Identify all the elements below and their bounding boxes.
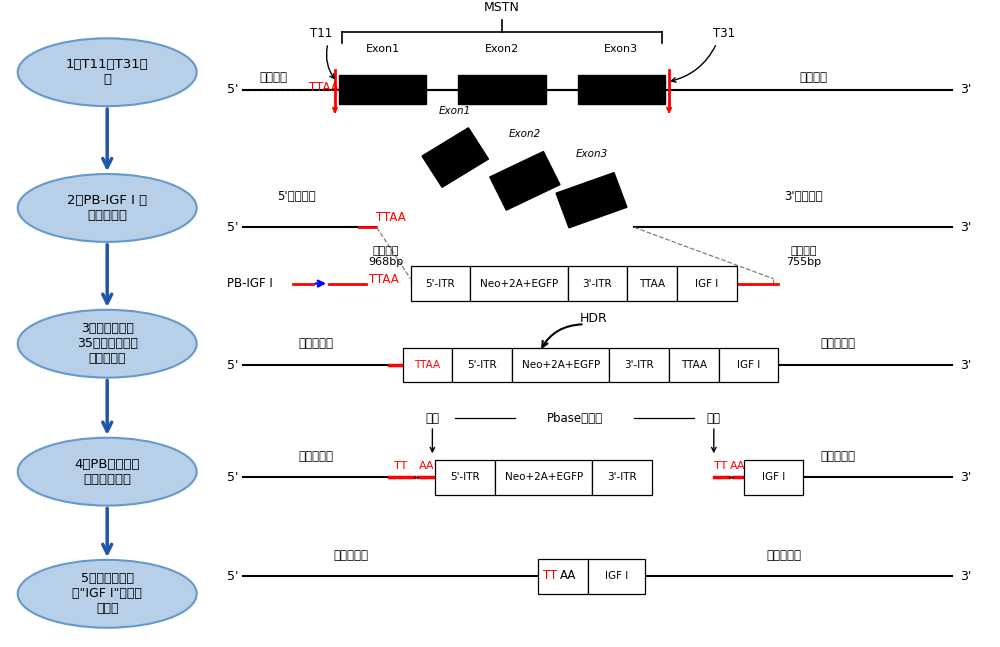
Bar <box>490 151 560 210</box>
Text: TT: TT <box>714 461 727 471</box>
Text: 左侧同源臂: 左侧同源臂 <box>333 549 368 562</box>
FancyBboxPatch shape <box>744 460 803 495</box>
FancyBboxPatch shape <box>627 266 677 301</box>
Text: 切割: 切割 <box>707 412 721 425</box>
Text: 左同源臂
968bp: 左同源臂 968bp <box>368 246 403 267</box>
Text: Exon3: Exon3 <box>575 149 608 159</box>
Text: 右同源臂
755bp: 右同源臂 755bp <box>786 246 821 267</box>
FancyBboxPatch shape <box>669 347 719 382</box>
Text: 左侧同源臂: 左侧同源臂 <box>299 450 334 463</box>
Text: 3'-ITR: 3'-ITR <box>624 360 654 370</box>
Bar <box>339 75 426 104</box>
Ellipse shape <box>18 174 197 242</box>
FancyBboxPatch shape <box>495 460 592 495</box>
Text: 非翻译区: 非翻译区 <box>259 71 287 83</box>
Text: 3'-ITR: 3'-ITR <box>583 279 612 289</box>
Text: PB-IGF Ⅰ: PB-IGF Ⅰ <box>227 277 272 290</box>
Text: T11: T11 <box>310 27 332 40</box>
Text: 1、T11、T31打
靶: 1、T11、T31打 靶 <box>66 58 149 86</box>
Text: AA: AA <box>419 461 434 471</box>
Text: IGF Ⅰ: IGF Ⅰ <box>695 279 718 289</box>
Ellipse shape <box>18 438 197 505</box>
Text: MSTN: MSTN <box>484 1 520 14</box>
FancyBboxPatch shape <box>609 347 669 382</box>
Text: AA: AA <box>730 461 745 471</box>
Text: 3': 3' <box>960 83 972 96</box>
Text: TTAA: TTAA <box>309 82 339 94</box>
Text: 5': 5' <box>227 221 238 234</box>
Text: Exon1: Exon1 <box>366 44 400 54</box>
Text: 5': 5' <box>227 570 238 583</box>
FancyBboxPatch shape <box>677 266 737 301</box>
Text: 2、PB-IGF Ⅰ 序
列同源重组: 2、PB-IGF Ⅰ 序 列同源重组 <box>67 194 147 222</box>
Text: TT: TT <box>543 569 557 582</box>
Text: AA: AA <box>559 569 576 582</box>
Text: 切割: 切割 <box>425 412 439 425</box>
Ellipse shape <box>18 310 197 378</box>
Text: 右侧同源臂: 右侧同源臂 <box>821 337 856 350</box>
Text: 3': 3' <box>960 358 972 371</box>
FancyBboxPatch shape <box>435 460 495 495</box>
Text: 5': 5' <box>227 471 238 484</box>
Bar <box>458 75 546 104</box>
Text: 右侧同源臂: 右侧同源臂 <box>766 549 801 562</box>
Text: 5、经核移植得
到"IGF Ⅰ"基因工
程猪。: 5、经核移植得 到"IGF Ⅰ"基因工 程猪。 <box>72 573 142 615</box>
FancyBboxPatch shape <box>452 347 512 382</box>
Text: Exon1: Exon1 <box>439 106 471 116</box>
Text: HDR: HDR <box>580 312 607 325</box>
Text: 右侧同源臂: 右侧同源臂 <box>821 450 856 463</box>
Text: 5'-ITR: 5'-ITR <box>426 279 455 289</box>
Text: 3': 3' <box>960 570 972 583</box>
FancyBboxPatch shape <box>568 266 627 301</box>
Text: 3': 3' <box>960 471 972 484</box>
Text: IGF Ⅰ: IGF Ⅰ <box>762 472 785 483</box>
Text: TTAA: TTAA <box>639 279 665 289</box>
FancyBboxPatch shape <box>470 266 568 301</box>
Text: 5'非翻译区: 5'非翻译区 <box>277 190 315 203</box>
Bar <box>556 173 627 228</box>
Text: 4、PB转座系统
删除标记基因: 4、PB转座系统 删除标记基因 <box>74 457 140 486</box>
Text: 5': 5' <box>227 83 238 96</box>
Text: Neo+2A+EGFP: Neo+2A+EGFP <box>480 279 558 289</box>
Text: TTAA: TTAA <box>369 273 398 286</box>
FancyBboxPatch shape <box>512 347 609 382</box>
Text: IGF Ⅰ: IGF Ⅰ <box>605 571 628 582</box>
Text: 5'-ITR: 5'-ITR <box>467 360 497 370</box>
Bar <box>422 128 488 187</box>
Text: TT: TT <box>394 461 407 471</box>
Text: Exon2: Exon2 <box>509 129 541 139</box>
Text: TTAA: TTAA <box>681 360 707 370</box>
Text: 非翻译区: 非翻译区 <box>799 71 827 83</box>
Text: 5'-ITR: 5'-ITR <box>450 472 480 483</box>
Text: 左侧同源臂: 左侧同源臂 <box>299 337 334 350</box>
Text: IGF Ⅰ: IGF Ⅰ <box>737 360 760 370</box>
FancyBboxPatch shape <box>588 559 645 594</box>
Text: Exon3: Exon3 <box>604 44 638 54</box>
Text: 3'非翻译区: 3'非翻译区 <box>784 190 823 203</box>
Text: 5': 5' <box>227 358 238 371</box>
Text: TTAA: TTAA <box>414 360 440 370</box>
FancyBboxPatch shape <box>719 347 778 382</box>
Ellipse shape <box>18 560 197 628</box>
Text: Neo+2A+EGFP: Neo+2A+EGFP <box>522 360 600 370</box>
Text: Pbase转座酶: Pbase转座酶 <box>547 412 603 425</box>
Text: 3': 3' <box>960 221 972 234</box>
FancyBboxPatch shape <box>403 347 452 382</box>
Text: 3'-ITR: 3'-ITR <box>608 472 637 483</box>
FancyBboxPatch shape <box>411 266 470 301</box>
Text: Exon2: Exon2 <box>485 44 519 54</box>
Bar <box>578 75 665 104</box>
Ellipse shape <box>18 38 197 106</box>
Text: T31: T31 <box>713 27 735 40</box>
FancyBboxPatch shape <box>538 559 588 594</box>
Text: 3、核移植后取
35日龄胎猪分离
成纤维细胞: 3、核移植后取 35日龄胎猪分离 成纤维细胞 <box>77 322 138 365</box>
Text: Neo+2A+EGFP: Neo+2A+EGFP <box>505 472 583 483</box>
Text: TTAA: TTAA <box>376 211 405 224</box>
FancyBboxPatch shape <box>592 460 652 495</box>
